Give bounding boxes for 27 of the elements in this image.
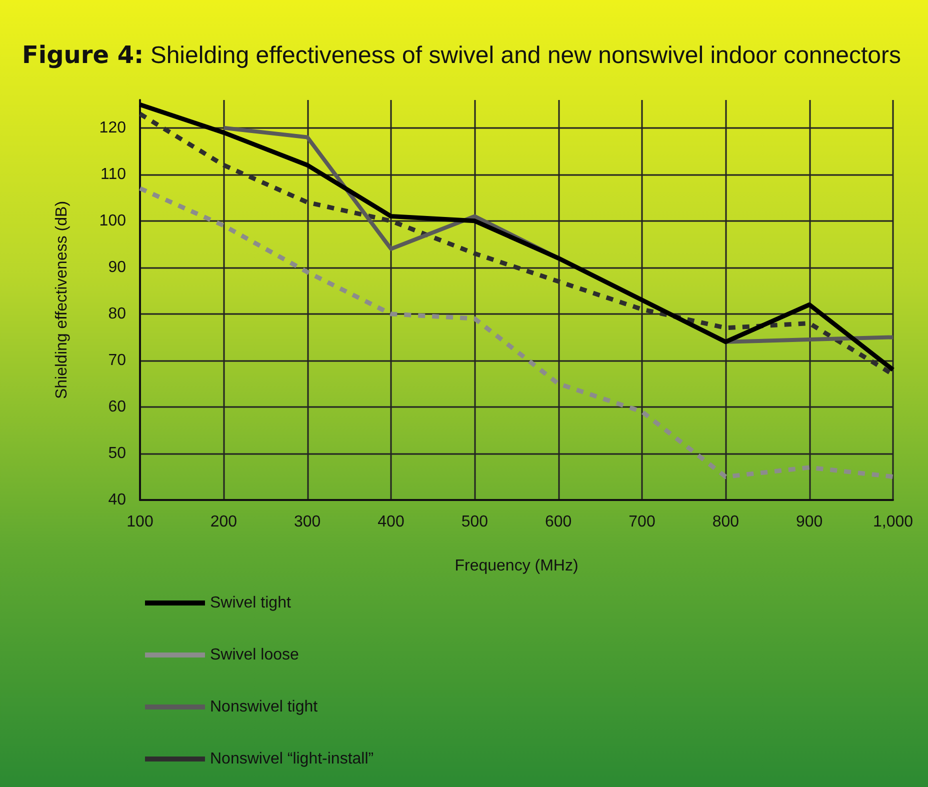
y-tick-label: 70 xyxy=(108,352,126,369)
x-tick-label: 700 xyxy=(628,514,656,530)
x-tick-label: 200 xyxy=(210,514,238,530)
y-tick-label: 120 xyxy=(99,119,126,136)
x-tick-label: 800 xyxy=(712,514,740,530)
y-tick-label: 80 xyxy=(108,305,126,322)
legend-label: Swivel tight xyxy=(210,594,292,612)
line-series xyxy=(138,186,896,479)
x-tick-label: 900 xyxy=(796,514,823,530)
legend-label: Nonswivel “light-install” xyxy=(210,750,374,768)
y-tick-label: 100 xyxy=(99,212,126,230)
y-tick-label: 50 xyxy=(108,444,126,462)
x-tick-label: 1,000 xyxy=(872,514,914,530)
legend-label: Nonswivel tight xyxy=(210,698,318,716)
x-tick-label: 300 xyxy=(294,514,321,530)
x-tick-label: 100 xyxy=(126,514,154,530)
y-tick-label: 110 xyxy=(100,166,126,183)
x-tick-label: 400 xyxy=(378,514,404,530)
y-tick-label: 90 xyxy=(108,258,126,276)
legend-label: Swivel loose xyxy=(210,646,300,664)
chart-title: Figure 4: Shielding effectiveness of swivel and new nonswivel indoor connectors xyxy=(22,40,902,71)
x-tick-label: 500 xyxy=(461,514,488,530)
y-axis-title: Shielding effectiveness (dB) xyxy=(54,200,70,400)
x-tick-label: 600 xyxy=(544,514,572,530)
y-tick-label: 60 xyxy=(108,398,126,416)
y-tick-label: 40 xyxy=(108,492,126,508)
x-axis-title: Frequency (MHz) xyxy=(454,558,578,574)
